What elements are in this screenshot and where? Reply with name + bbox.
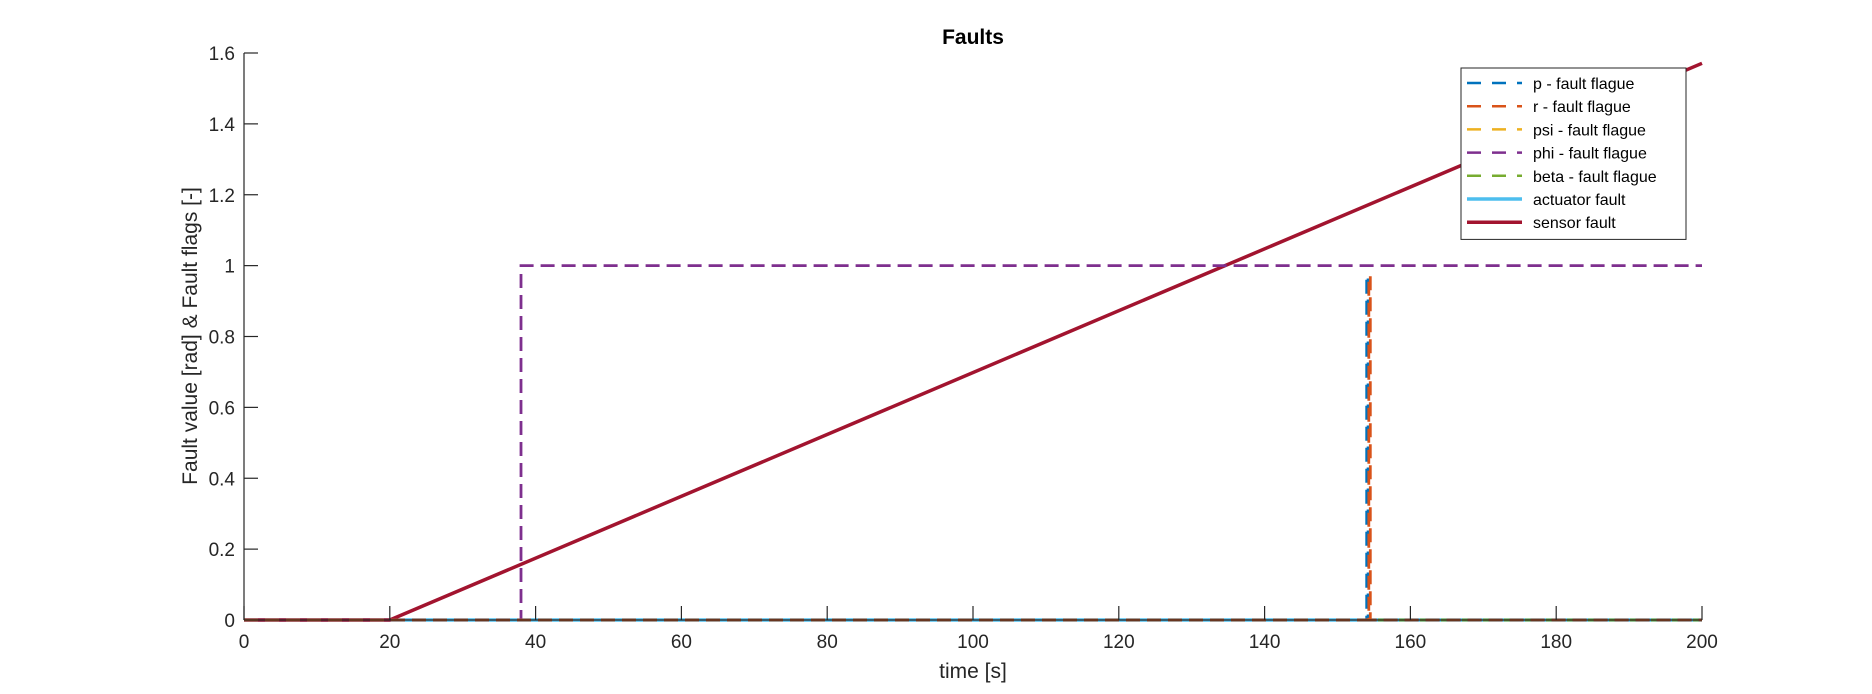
y-tick-label: 0.2: [209, 540, 235, 561]
y-tick-label: 0.8: [209, 328, 235, 349]
x-tick-label: 80: [817, 632, 838, 653]
y-tick-label: 0.6: [209, 398, 235, 419]
y-axis-label: Fault value [rad] & Fault flags [-]: [179, 187, 202, 485]
plot-area: [244, 53, 1702, 620]
y-tick-label: 1.2: [209, 186, 235, 207]
legend: p - fault flague r - fault flague psi - fa…: [1460, 67, 1687, 240]
x-tick-label: 180: [1540, 632, 1572, 653]
legend-label: actuator fault: [1533, 192, 1626, 209]
chart-title: Faults: [942, 26, 1004, 49]
x-tick-label: 40: [525, 632, 546, 653]
y-tick-label: 1.4: [209, 115, 236, 136]
x-tick-label: 160: [1395, 632, 1427, 653]
legend-label: sensor fault: [1533, 215, 1616, 232]
y-tick-label: 1.6: [209, 44, 235, 65]
legend-label: p - fault flague: [1533, 76, 1635, 93]
legend-label: r - fault flague: [1533, 99, 1631, 116]
y-tick-label: 0.4: [209, 469, 236, 490]
x-tick-label: 60: [671, 632, 692, 653]
legend-label: phi - fault flague: [1533, 146, 1647, 163]
y-tick-label: 0: [224, 611, 235, 632]
x-tick-label: 140: [1249, 632, 1281, 653]
x-tick-label: 20: [379, 632, 400, 653]
x-axis-label: time [s]: [939, 660, 1007, 683]
axes: 0 20 40 60 80 100 120 140 160 180 200 0 0.2 0.4 0.6 0.8…: [209, 44, 1718, 653]
x-tick-label: 120: [1103, 632, 1135, 653]
y-tick-label: 1: [224, 257, 235, 278]
x-tick-label: 200: [1686, 632, 1718, 653]
legend-label: psi - fault flague: [1533, 122, 1646, 139]
x-tick-label: 0: [239, 632, 250, 653]
x-tick-label: 100: [957, 632, 989, 653]
legend-label: beta - fault flague: [1533, 169, 1657, 186]
